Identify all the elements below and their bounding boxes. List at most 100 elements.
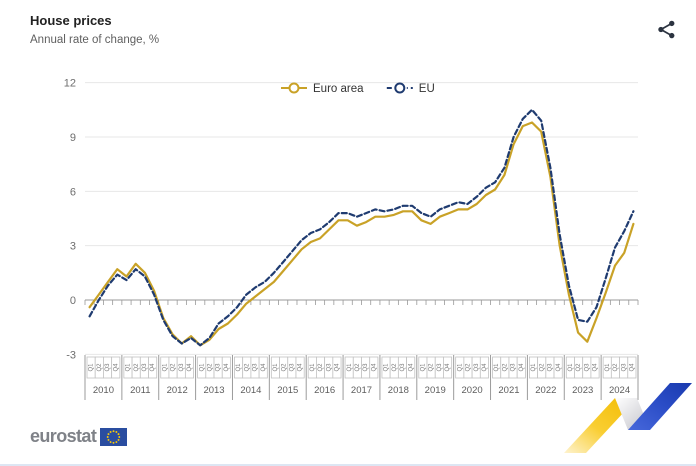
quarter-label: Q4 bbox=[224, 363, 230, 372]
ribbon-yellow-band bbox=[564, 398, 637, 453]
quarter-label: Q2 bbox=[318, 363, 324, 372]
quarter-label: Q3 bbox=[289, 363, 295, 372]
quarter-cell bbox=[516, 356, 526, 379]
quarter-label: Q3 bbox=[326, 363, 332, 372]
quarter-label: Q1 bbox=[162, 363, 168, 372]
quarter-cell bbox=[627, 356, 637, 379]
year-label: 2010 bbox=[93, 385, 114, 396]
year-label: 2022 bbox=[535, 385, 556, 396]
quarter-label: Q3 bbox=[584, 363, 590, 372]
quarter-label: Q3 bbox=[511, 363, 517, 372]
quarter-label: Q3 bbox=[179, 363, 185, 372]
share-icon bbox=[658, 20, 675, 39]
quarter-label: Q2 bbox=[576, 363, 582, 372]
quarter-label: Q1 bbox=[494, 363, 500, 372]
quarter-label: Q4 bbox=[629, 363, 635, 372]
legend-label-eu: EU bbox=[419, 83, 435, 95]
y-axis-label: 3 bbox=[70, 241, 76, 253]
legend-marker-eu bbox=[394, 82, 406, 94]
legend-marker-euro-area bbox=[288, 82, 300, 94]
quarter-label: Q1 bbox=[126, 363, 132, 372]
quarter-label: Q3 bbox=[105, 363, 111, 372]
quarter-cell bbox=[111, 356, 121, 379]
quarter-cell bbox=[406, 356, 416, 379]
quarter-label: Q3 bbox=[548, 363, 554, 372]
y-axis-label: 6 bbox=[70, 186, 76, 198]
quarter-label: Q2 bbox=[613, 363, 619, 372]
quarter-label: Q1 bbox=[568, 363, 574, 372]
quarter-label: Q2 bbox=[244, 363, 250, 372]
year-label: 2015 bbox=[277, 385, 298, 396]
quarter-label: Q4 bbox=[298, 363, 304, 372]
eurostat-logo: eurostat bbox=[30, 426, 128, 447]
quarter-label: Q3 bbox=[474, 363, 480, 372]
quarter-label: Q4 bbox=[519, 363, 525, 372]
year-label: 2016 bbox=[314, 385, 335, 396]
quarter-cell bbox=[479, 356, 489, 379]
quarter-label: Q3 bbox=[621, 363, 627, 372]
quarter-label: Q1 bbox=[236, 363, 242, 372]
series-line-euro-area bbox=[88, 121, 635, 347]
quarter-cell bbox=[148, 356, 158, 379]
quarter-label: Q1 bbox=[199, 363, 205, 372]
quarter-label: Q1 bbox=[89, 363, 95, 372]
chart-subtitle: Annual rate of change, % bbox=[30, 34, 160, 46]
quarter-cell bbox=[590, 356, 600, 379]
year-label: 2012 bbox=[167, 385, 188, 396]
year-label: 2017 bbox=[351, 385, 372, 396]
quarter-cell bbox=[221, 356, 231, 379]
eurostat-ribbon-logo bbox=[564, 383, 692, 453]
quarter-cell bbox=[295, 356, 305, 379]
year-label: 2013 bbox=[203, 385, 224, 396]
legend-item-eu[interactable]: EU bbox=[386, 82, 435, 95]
quarter-label: Q4 bbox=[187, 363, 193, 372]
year-label: 2018 bbox=[388, 385, 409, 396]
bottom-border bbox=[0, 464, 696, 466]
quarter-label: Q4 bbox=[556, 363, 562, 372]
quarter-label: Q2 bbox=[355, 363, 361, 372]
quarter-label: Q2 bbox=[134, 363, 140, 372]
quarter-label: Q3 bbox=[216, 363, 222, 372]
quarter-label: Q4 bbox=[371, 363, 377, 372]
quarter-label: Q3 bbox=[400, 363, 406, 372]
quarter-label: Q4 bbox=[593, 363, 599, 372]
quarter-label: Q2 bbox=[208, 363, 214, 372]
quarter-label: Q4 bbox=[445, 363, 451, 372]
quarter-label: Q1 bbox=[531, 363, 537, 372]
quarter-cell bbox=[553, 356, 563, 379]
quarter-label: Q1 bbox=[310, 363, 316, 372]
eurostat-logo-text: eurostat bbox=[30, 426, 97, 446]
quarter-label: Q2 bbox=[502, 363, 508, 372]
year-label: 2014 bbox=[240, 385, 261, 396]
y-axis-label: -3 bbox=[66, 349, 76, 361]
quarter-label: Q2 bbox=[171, 363, 177, 372]
quarter-label: Q2 bbox=[539, 363, 545, 372]
y-axis-label: 0 bbox=[70, 295, 76, 307]
quarter-label: Q2 bbox=[97, 363, 103, 372]
quarter-label: Q1 bbox=[347, 363, 353, 372]
quarter-label: Q1 bbox=[384, 363, 390, 372]
quarter-cell bbox=[184, 356, 194, 379]
year-label: 2019 bbox=[425, 385, 446, 396]
y-axis-label: 12 bbox=[64, 78, 76, 90]
quarter-label: Q2 bbox=[466, 363, 472, 372]
legend-label-euro-area: Euro area bbox=[313, 83, 364, 95]
series-line-eu bbox=[88, 108, 635, 347]
quarter-label: Q4 bbox=[408, 363, 414, 372]
year-label: 2021 bbox=[498, 385, 519, 396]
quarter-label: Q3 bbox=[253, 363, 259, 372]
share-button[interactable] bbox=[653, 16, 680, 46]
legend-item-euro-area[interactable]: Euro area bbox=[281, 82, 364, 95]
quarter-label: Q1 bbox=[273, 363, 279, 372]
quarter-label: Q3 bbox=[142, 363, 148, 372]
quarter-label: Q2 bbox=[281, 363, 287, 372]
year-label: 2024 bbox=[609, 385, 630, 396]
quarter-label: Q1 bbox=[421, 363, 427, 372]
ribbon-blue-band bbox=[628, 383, 692, 430]
quarter-label: Q4 bbox=[482, 363, 488, 372]
quarter-cell bbox=[369, 356, 379, 379]
quarter-label: Q4 bbox=[150, 363, 156, 372]
quarter-label: Q3 bbox=[363, 363, 369, 372]
